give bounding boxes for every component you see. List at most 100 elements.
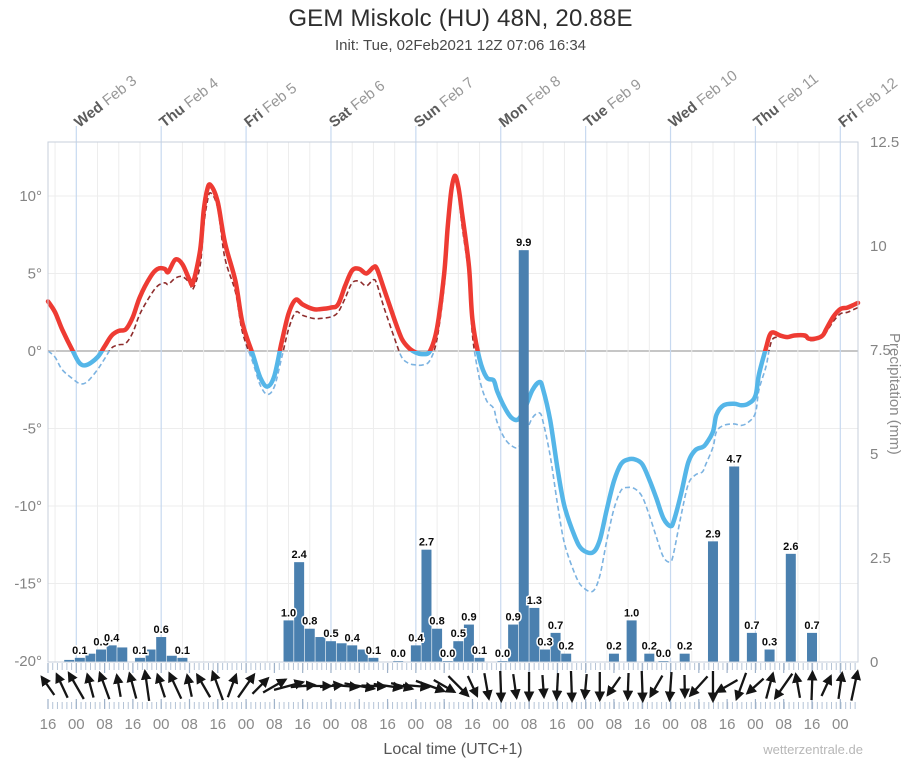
wind-arrow — [40, 675, 56, 696]
wind-arrow — [649, 675, 664, 699]
time-tick-label: 00 — [832, 716, 849, 733]
left-axis-tick: -15° — [14, 576, 42, 593]
precip-value-label: 2.9 — [705, 528, 720, 540]
precip-bar — [608, 653, 619, 662]
precip-bar — [315, 637, 326, 662]
precip-bar — [550, 632, 561, 662]
wind-arrow — [332, 681, 361, 692]
precip-bar — [410, 645, 421, 662]
time-tick-label: 16 — [40, 716, 57, 733]
precip-bar — [177, 657, 188, 662]
precip-bar — [357, 649, 368, 662]
precip-value-label: 0.4 — [345, 632, 361, 644]
precip-bar — [463, 624, 474, 662]
wind-arrow — [551, 672, 563, 702]
precip-bar — [626, 620, 637, 662]
wind-arrow — [183, 673, 195, 697]
precip-value-label: 0.0 — [656, 648, 671, 660]
precip-bar — [508, 624, 519, 662]
precip-bar — [561, 653, 572, 662]
precip-value-label: 0.0 — [440, 648, 455, 660]
precip-bar — [764, 649, 775, 662]
precip-value-label: 0.1 — [132, 645, 147, 657]
time-tick-label: 00 — [153, 716, 170, 733]
precip-bar — [746, 632, 757, 662]
precip-value-label: 0.3 — [762, 637, 777, 649]
wind-arrow — [226, 672, 239, 698]
precip-value-label: 0.2 — [559, 641, 574, 653]
time-tick-label: 08 — [181, 716, 198, 733]
wind-arrow — [538, 674, 549, 700]
wind-arrow — [273, 679, 306, 691]
day-labels: Wed Feb 3 Thu Feb 4 Fri Feb 5 Sat Feb 6 Sun … — [71, 67, 901, 131]
wind-arrow — [67, 671, 85, 700]
precip-value-label: 0.3 — [93, 637, 108, 649]
precip-value-label: 0.9 — [505, 612, 520, 624]
time-tick-label: 00 — [238, 716, 255, 733]
precip-bar — [283, 620, 294, 662]
precip-value-label: 0.0 — [495, 648, 510, 660]
precip-bar — [64, 659, 75, 662]
x-axis-caption: Local time (UTC+1) — [383, 741, 523, 758]
wind-arrow — [390, 681, 415, 692]
day-label: Thu Feb 4 — [156, 75, 222, 132]
precip-bar — [325, 641, 336, 662]
precip-value-label: 0.7 — [804, 620, 819, 632]
precip-value-label: 2.4 — [291, 549, 307, 561]
left-axis-tick: 0° — [28, 343, 42, 360]
precip-value-label: 0.7 — [548, 620, 563, 632]
left-axis-tick: 5° — [28, 266, 42, 283]
wind-arrow — [637, 670, 648, 704]
wind-arrow — [765, 671, 776, 699]
precip-bar — [336, 643, 347, 662]
precip-value-label: 0.0 — [391, 648, 406, 660]
time-tick-label: 16 — [719, 716, 736, 733]
precip-value-label: 0.4 — [104, 632, 120, 644]
time-tick-label: 16 — [125, 716, 142, 733]
plot-frame — [47, 141, 859, 663]
time-tick-label: 00 — [662, 716, 679, 733]
right-axis-tick: 12.5 — [870, 134, 899, 151]
precip-value-label: 0.1 — [175, 645, 190, 657]
time-tick-label: 08 — [690, 716, 707, 733]
day-label: Wed Feb 10 — [666, 67, 741, 131]
left-axis-tick: -20° — [14, 653, 42, 670]
wind-arrow — [433, 679, 457, 694]
left-axis-tick: -5° — [23, 421, 42, 438]
wind-arrow — [466, 675, 479, 698]
time-tick-label: 16 — [294, 716, 311, 733]
time-tick-label: 16 — [464, 716, 481, 733]
wind-arrow — [126, 671, 138, 699]
wind-arrow — [262, 678, 288, 694]
wind-arrow — [714, 679, 739, 694]
precip-bar — [474, 657, 485, 662]
precip-value-label: 0.1 — [72, 645, 87, 657]
wind-arrow — [664, 671, 676, 703]
precip-value-label: 0.7 — [744, 620, 759, 632]
time-tick-label: 00 — [492, 716, 509, 733]
precip-bar — [729, 466, 740, 662]
precipitation-bars — [64, 250, 818, 662]
wind-arrow — [792, 672, 803, 699]
wind-arrow — [251, 676, 270, 695]
precip-bar — [529, 607, 540, 662]
precip-bar — [117, 647, 128, 662]
precip-bar — [644, 653, 655, 662]
wind-arrow — [447, 675, 470, 698]
wind-arrow — [210, 669, 224, 701]
day-label: Mon Feb 8 — [496, 73, 564, 132]
precip-value-label: 0.2 — [606, 641, 621, 653]
time-tick-label: 16 — [379, 716, 396, 733]
wind-arrow — [688, 675, 709, 698]
precip-bar — [134, 657, 145, 662]
precip-value-label: 0.1 — [366, 645, 381, 657]
wind-arrow — [580, 673, 591, 701]
right-axis-title: Precipitation (mm) — [886, 333, 903, 455]
time-tick-label: 00 — [323, 716, 340, 733]
wind-arrow — [373, 681, 404, 693]
precipitation-labels: 0.10.30.40.10.60.11.02.40.80.5 0.40.1 0.00… — [71, 236, 821, 662]
day-label: Sat Feb 6 — [326, 77, 388, 131]
wind-arrow — [820, 674, 833, 697]
precip-value-label: 1.3 — [527, 595, 542, 607]
time-tick-label: 08 — [436, 716, 453, 733]
